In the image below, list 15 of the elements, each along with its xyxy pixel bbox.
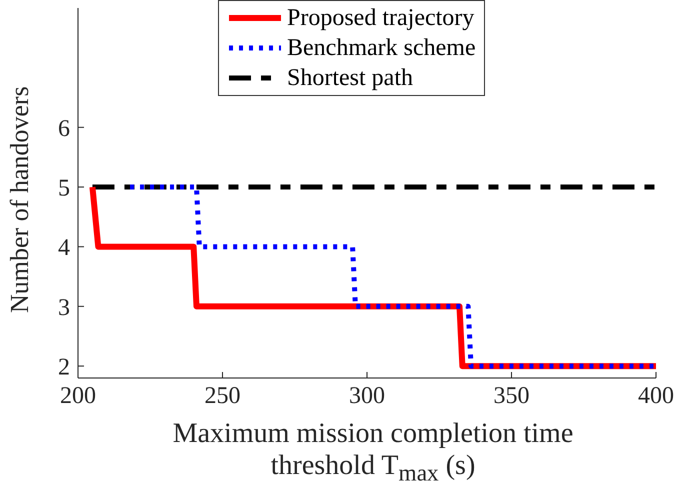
x-tick-label: 300 [349,383,385,410]
y-tick-label: 4 [58,235,70,262]
x-tick-label: 350 [494,383,530,410]
y-axis-title: Number of handovers [5,86,34,313]
x-tick-label: 200 [60,383,96,410]
y-tick-label: 2 [58,354,70,381]
y-tick-label: 5 [58,176,70,202]
y-tick-label: 3 [58,294,70,321]
legend-label: Proposed trajectory [287,4,474,33]
legend-label: Benchmark scheme [287,34,476,63]
legend-label: Shortest path [287,64,413,93]
x-axis-title: Maximum mission completion time threshold T$_{max}$ (s) [172,418,574,489]
x-tick-label: 250 [204,383,240,410]
y-tick-label: 6 [58,116,70,142]
x-tick-label: 400 [638,383,674,410]
